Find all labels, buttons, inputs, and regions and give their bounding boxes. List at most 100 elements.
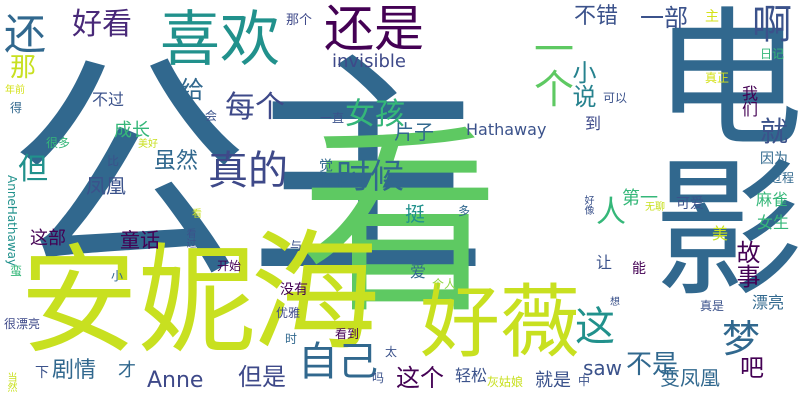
word-zhege: 这个 (396, 364, 444, 392)
word-haowei: 好薇 (420, 276, 580, 369)
word-jiu: 就 (760, 115, 789, 148)
word-nianqian: 年前 (5, 85, 25, 96)
word-ziji: 自己 (298, 339, 378, 385)
word-henduo: 很多 (46, 136, 71, 150)
word-de: 得 (10, 101, 23, 115)
word-kan: 看 (300, 108, 501, 341)
word-shihou: 时候 (336, 157, 404, 197)
word-guocheng: 过程 (770, 171, 795, 185)
word-pianzi: 片子 (394, 120, 434, 144)
word-huiguniang: 灰姑娘 (487, 375, 524, 389)
word-maque: 麻雀 (756, 190, 789, 209)
word-zhenshi: 真是 (700, 299, 725, 313)
word-kandao: 看到 (335, 327, 360, 341)
word-buchuo: 不错 (574, 4, 619, 29)
word-qingsong: 轻松 (455, 366, 488, 385)
word-xihuan: 喜欢 (160, 5, 280, 75)
word-duo: 多 (458, 204, 471, 218)
word-keyi: 可以 (603, 91, 628, 105)
word-nvsheng: 女生 (757, 213, 790, 232)
word-yinwei: 因为 (760, 151, 788, 167)
word-xiang: 想 (610, 297, 620, 308)
word-zhu: 主 (705, 9, 719, 25)
word-danshi: 但是 (238, 363, 286, 391)
word-xiao: 小 (111, 269, 124, 283)
word-rang: 让 (596, 253, 613, 272)
word-haishi: 还是 (324, 0, 424, 58)
word-ai: 爱 (410, 262, 427, 281)
word-zhe: 这 (575, 304, 615, 350)
word-piaoliang: 漂亮 (752, 293, 785, 312)
word-invisible: invisible (332, 51, 406, 72)
word-dan: 但 (18, 152, 48, 187)
word-fenghuang: 凤凰 (86, 174, 126, 198)
word-meng: 梦 (722, 317, 761, 361)
word-geren: 个人 (432, 277, 457, 291)
word-yige: 一个 (527, 28, 573, 108)
word-meiyou: 没有 (280, 282, 308, 298)
word-ma: 吗 (372, 371, 385, 385)
word-riji: 日记 (760, 47, 785, 61)
word-neng: 能 (632, 261, 646, 277)
word-ba: 吧 (740, 354, 764, 382)
word-tai: 太 (385, 345, 398, 359)
word-diyi: 第一 (622, 188, 658, 209)
word-ru: 蛮 (10, 264, 23, 278)
word-bianfenghuang: 变凤凰 (660, 366, 720, 390)
word-kai: 开始 (217, 259, 242, 273)
word-suiran: 虽然 (154, 149, 199, 174)
word-juede: 觉得 (317, 158, 333, 186)
word-yu: 与 (290, 239, 303, 253)
word-mei: 美 (712, 224, 729, 243)
word-gongzhu: 公主 (8, 32, 489, 312)
word-a: 啊 (752, 2, 792, 48)
word-hathaway: Hathaway (466, 120, 547, 139)
word-jiushi: 就是 (535, 370, 571, 391)
word-kanguo: 看过 (184, 228, 195, 248)
word-cai: 才 (118, 360, 136, 381)
word-zhebu: 这部 (30, 228, 66, 249)
word-women: 我们 (739, 85, 758, 117)
word-keai: 可爱 (676, 196, 704, 212)
word-ting: 挺 (405, 202, 425, 226)
word-anne: Anne (147, 368, 204, 393)
word-ren: 人 (596, 195, 626, 230)
word-yibu: 一部 (640, 4, 688, 32)
word-gushi: 故事 (732, 240, 760, 288)
word-dao: 到 (585, 114, 602, 133)
word-ruguo: 看 (192, 209, 202, 220)
word-xia: 下 (35, 365, 49, 381)
word-tonghua: 童话 (120, 228, 160, 252)
word-haokan: 好看 (72, 7, 132, 42)
word-dianying: 电影 (628, 0, 800, 300)
word-shi: 时 (285, 332, 298, 346)
word-youxiao: 好像 (582, 195, 593, 215)
word-gei: 给 (180, 76, 204, 104)
word-hai: 海 (250, 217, 381, 369)
word-hen: 很漂亮 (4, 317, 41, 331)
word-annehathaway: AnneHathaway (5, 175, 19, 267)
word-na: 那 (10, 53, 37, 83)
word-bushi: 不是 (626, 350, 679, 380)
word-youya: 优雅 (276, 306, 301, 320)
word-meihao: 美好 (138, 139, 158, 150)
word-dangran: 当然 (5, 372, 16, 392)
word-bi: 比 (107, 154, 120, 168)
word-nvhai: 女孩 (345, 97, 405, 132)
word-yizhi: 一直 (320, 111, 345, 125)
word-zhenzheng: 真正 (705, 71, 730, 85)
word-zhende: 真的 (208, 148, 288, 194)
word-anni: 安妮 (20, 232, 257, 370)
word-huan: 还 (4, 10, 47, 59)
word-xiaoshuo: 小说 (568, 60, 596, 108)
word-saw: saw (583, 356, 623, 380)
word-buguo: 不过 (92, 90, 125, 109)
word-nage: 那个 (286, 13, 313, 28)
word-meige: 每个 (225, 90, 285, 125)
word-chengzhang: 成长 (114, 120, 150, 141)
word-hui: 会 (205, 109, 218, 123)
word-zhong: 中 (578, 374, 591, 388)
word-wuliao: 无聊 (645, 202, 665, 213)
word-juqing: 剧情 (52, 358, 97, 383)
